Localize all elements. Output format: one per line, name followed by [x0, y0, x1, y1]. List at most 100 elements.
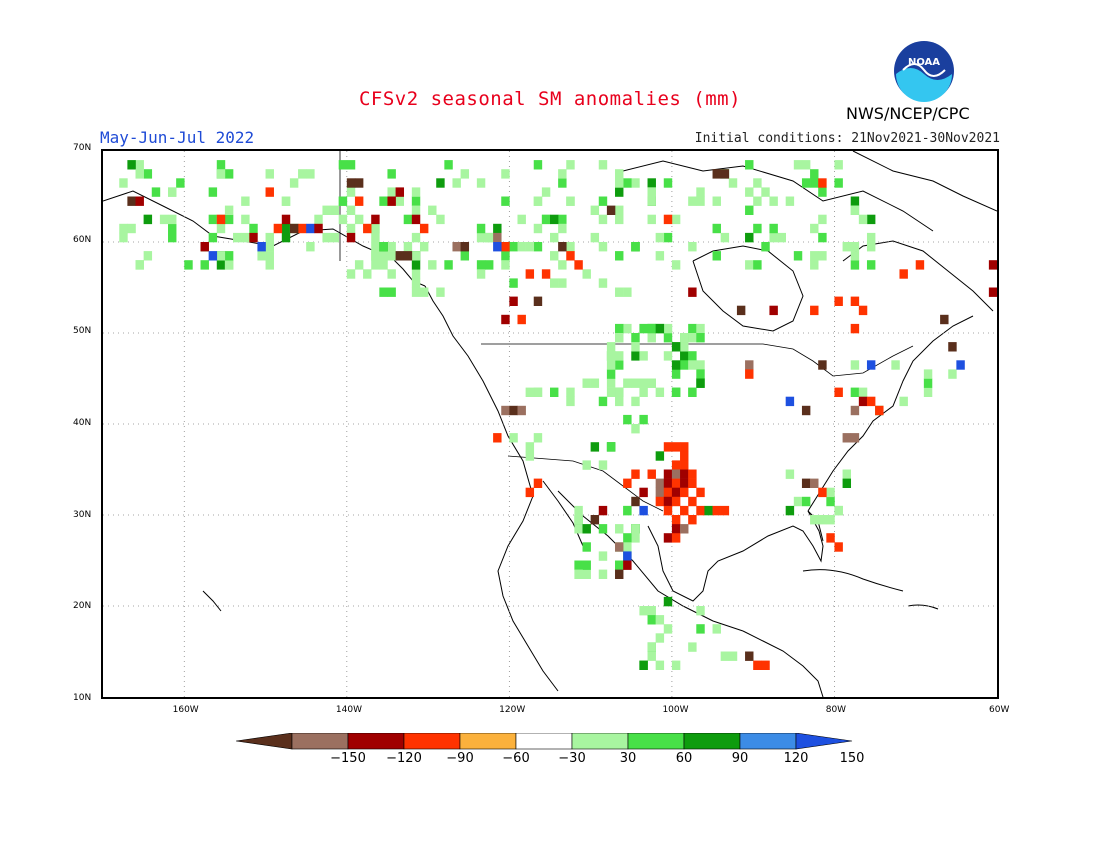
anomaly-cell — [923, 369, 933, 379]
anomaly-cell — [631, 533, 640, 543]
anomaly-cell — [680, 469, 689, 479]
anomaly-cell — [736, 305, 746, 316]
anomaly-cell — [745, 187, 754, 197]
anomaly-cell — [850, 242, 860, 252]
anomaly-cell — [818, 178, 827, 188]
anomaly-cell — [866, 214, 876, 225]
anomaly-cell — [639, 378, 648, 388]
anomaly-cell — [745, 232, 754, 243]
anomaly-cell — [582, 569, 591, 579]
anomaly-cell — [655, 478, 665, 488]
anomaly-cell — [671, 524, 681, 534]
hawaii — [202, 590, 222, 612]
anomaly-cell — [663, 487, 673, 498]
anomaly-cell — [688, 196, 697, 206]
anomaly-cell — [241, 232, 250, 243]
anomaly-cell — [680, 524, 689, 534]
colorbar-low-arrow — [236, 733, 293, 750]
anomaly-cell — [428, 260, 437, 270]
anomaly-cell — [680, 487, 689, 498]
anomaly-cell — [680, 333, 689, 343]
colorbar-bin — [571, 733, 629, 750]
anomaly-cell — [566, 251, 575, 261]
colorbar-bin — [683, 733, 741, 750]
anomaly-cell — [281, 223, 291, 234]
anomaly-cell — [761, 242, 770, 252]
anomaly-cell — [615, 360, 624, 370]
anomaly-cell — [631, 342, 640, 352]
anomaly-cell — [598, 505, 608, 516]
anomaly-cell — [346, 269, 356, 279]
anomaly-cell — [493, 223, 502, 234]
anomaly-cell — [810, 305, 819, 316]
anomaly-cell — [265, 242, 274, 252]
anomaly-cell — [615, 333, 624, 343]
anomaly-cell — [639, 323, 648, 334]
colorbar-bin — [627, 733, 685, 750]
anomaly-cell — [411, 269, 421, 279]
anomaly-map — [103, 151, 997, 697]
graticule — [103, 151, 997, 697]
anomaly-cell — [615, 569, 624, 579]
anomaly-cell — [411, 214, 421, 225]
anomaly-cell — [696, 487, 705, 498]
anomaly-cell — [761, 660, 770, 670]
map-panel — [101, 149, 999, 699]
anomaly-cell — [940, 314, 949, 325]
lon-label: 120W — [499, 705, 526, 715]
anomaly-cell — [265, 260, 274, 270]
anomaly-cell — [460, 169, 470, 179]
cuba — [802, 569, 904, 592]
anomaly-cell — [281, 232, 291, 243]
anomaly-cell — [460, 251, 470, 261]
anomaly-cell — [850, 196, 860, 206]
anomaly-cell — [598, 569, 608, 579]
anomaly-cell — [810, 515, 819, 525]
lon-label: 100W — [662, 705, 689, 715]
anomaly-cell — [517, 314, 526, 325]
anomaly-cell — [224, 205, 234, 215]
anomaly-cell — [769, 305, 778, 316]
anomaly-cell — [623, 505, 632, 516]
anomaly-cell — [663, 214, 673, 225]
anomaly-cell — [647, 323, 656, 334]
anomaly-cell — [387, 169, 396, 179]
anomaly-cell — [818, 214, 827, 225]
anomaly-cell — [948, 369, 957, 379]
anomaly-cell — [866, 396, 876, 407]
anomaly-cell — [379, 196, 388, 206]
anomaly-cell — [655, 451, 665, 461]
hudson-bay — [692, 245, 804, 332]
anomaly-cell — [419, 223, 429, 234]
anomaly-cell — [306, 223, 315, 234]
anomaly-cell — [598, 160, 608, 170]
anomaly-cell — [688, 323, 697, 334]
anomaly-cell — [801, 496, 811, 507]
anomaly-cell — [850, 387, 860, 397]
anomaly-cell — [818, 360, 827, 370]
colorbar-tick-label: 150 — [839, 751, 865, 766]
anomaly-cell — [200, 260, 209, 270]
anomaly-cell — [501, 242, 510, 252]
anomaly-cell — [818, 515, 827, 525]
anomaly-cell — [127, 160, 136, 170]
lat-label: 20N — [73, 601, 92, 612]
anomaly-cell — [411, 187, 421, 197]
anomaly-cell — [184, 260, 193, 270]
anomaly-cell — [550, 232, 559, 243]
anomaly-cell — [639, 414, 648, 425]
anomaly-cell — [119, 223, 128, 234]
anomaly-cell — [493, 433, 502, 443]
anomaly-cell — [680, 478, 689, 488]
anomaly-cell — [696, 360, 705, 370]
anomaly-cell — [395, 196, 405, 206]
anomaly-cell — [151, 187, 161, 197]
lon-label: 160W — [172, 705, 199, 715]
anomaly-cell — [501, 314, 510, 325]
anomaly-cell — [696, 624, 705, 634]
coastlines — [103, 151, 997, 697]
anomaly-cell — [533, 433, 543, 443]
anomaly-cell — [493, 232, 502, 243]
anomaly-cell — [696, 378, 705, 388]
anomaly-cell — [842, 433, 852, 443]
